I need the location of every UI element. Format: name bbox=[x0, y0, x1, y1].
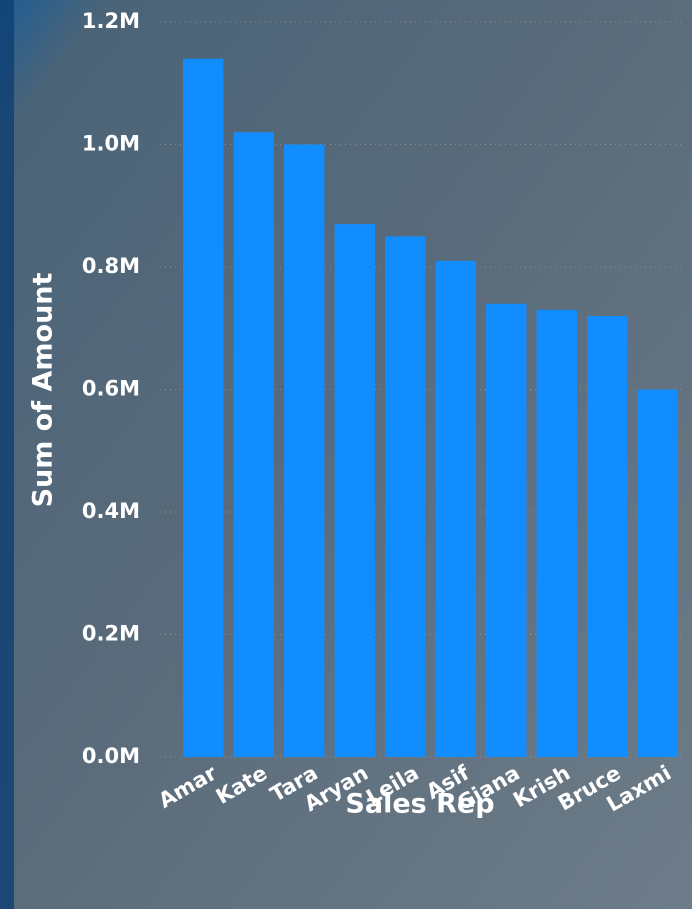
y-tick-label: 1.0M bbox=[82, 132, 140, 156]
background-edge bbox=[0, 0, 14, 909]
y-tick-label: 0.2M bbox=[82, 622, 140, 646]
y-tick-label: 1.2M bbox=[82, 9, 140, 33]
y-tick-label: 0.6M bbox=[82, 377, 140, 401]
bar bbox=[435, 260, 476, 757]
y-tick-label: 0.8M bbox=[82, 254, 140, 278]
bar bbox=[587, 316, 628, 757]
bar bbox=[486, 303, 527, 757]
bar bbox=[536, 309, 577, 757]
plot-area: 0.0M0.2M0.4M0.6M0.8M1.0M1.2MAmarKateTara… bbox=[82, 9, 683, 817]
bar bbox=[637, 389, 678, 757]
bar bbox=[183, 58, 224, 757]
x-axis-title: Sales Rep bbox=[345, 789, 494, 820]
bar bbox=[233, 132, 274, 757]
bar bbox=[385, 236, 426, 757]
bar bbox=[334, 224, 375, 757]
y-tick-label: 0.4M bbox=[82, 499, 140, 523]
y-axis-title: Sum of Amount bbox=[28, 272, 59, 507]
bar bbox=[284, 144, 325, 757]
y-tick-label: 0.0M bbox=[82, 744, 140, 768]
